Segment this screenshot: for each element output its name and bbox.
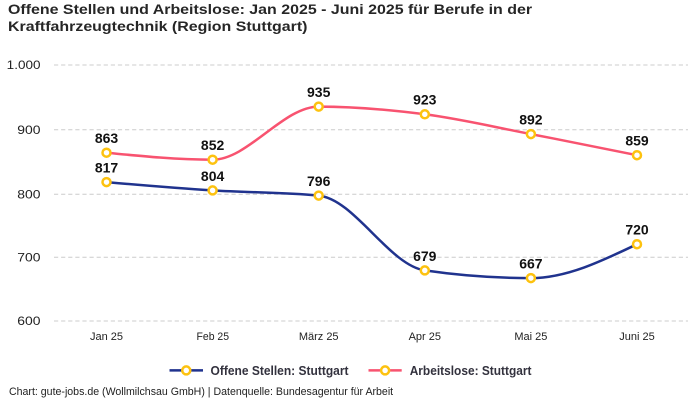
svg-text:Jan 25: Jan 25 — [90, 331, 123, 343]
svg-text:720: 720 — [625, 222, 649, 238]
svg-text:Apr 25: Apr 25 — [409, 331, 441, 343]
svg-text:679: 679 — [413, 248, 437, 264]
svg-text:Mai 25: Mai 25 — [514, 331, 547, 343]
svg-text:817: 817 — [95, 160, 119, 176]
svg-text:796: 796 — [307, 173, 331, 189]
svg-text:859: 859 — [625, 133, 649, 149]
svg-text:März 25: März 25 — [299, 331, 339, 343]
svg-text:Kraftfahrzeugtechnik (Region S: Kraftfahrzeugtechnik (Region Stuttgart) — [8, 19, 307, 35]
svg-text:600: 600 — [17, 314, 41, 328]
svg-text:667: 667 — [519, 256, 543, 272]
svg-text:935: 935 — [307, 84, 331, 100]
svg-text:863: 863 — [95, 130, 119, 146]
svg-text:Offene Stellen und Arbeitslose: Offene Stellen und Arbeitslose: Jan 2025… — [8, 2, 532, 18]
svg-text:Offene Stellen: Stuttgart: Offene Stellen: Stuttgart — [211, 363, 350, 378]
svg-text:892: 892 — [519, 112, 543, 128]
svg-text:923: 923 — [413, 92, 437, 108]
svg-text:804: 804 — [201, 168, 225, 184]
svg-text:Arbeitslose: Stuttgart: Arbeitslose: Stuttgart — [410, 363, 532, 378]
svg-text:800: 800 — [17, 187, 41, 201]
svg-text:Feb 25: Feb 25 — [197, 331, 230, 343]
svg-text:1.000: 1.000 — [7, 58, 41, 72]
svg-text:700: 700 — [17, 250, 41, 264]
svg-text:Chart: gute-jobs.de (Wollmilch: Chart: gute-jobs.de (Wollmilchsau GmbH) … — [9, 386, 393, 398]
svg-text:852: 852 — [201, 137, 225, 153]
svg-text:Juni 25: Juni 25 — [619, 331, 654, 343]
svg-text:900: 900 — [17, 123, 41, 137]
